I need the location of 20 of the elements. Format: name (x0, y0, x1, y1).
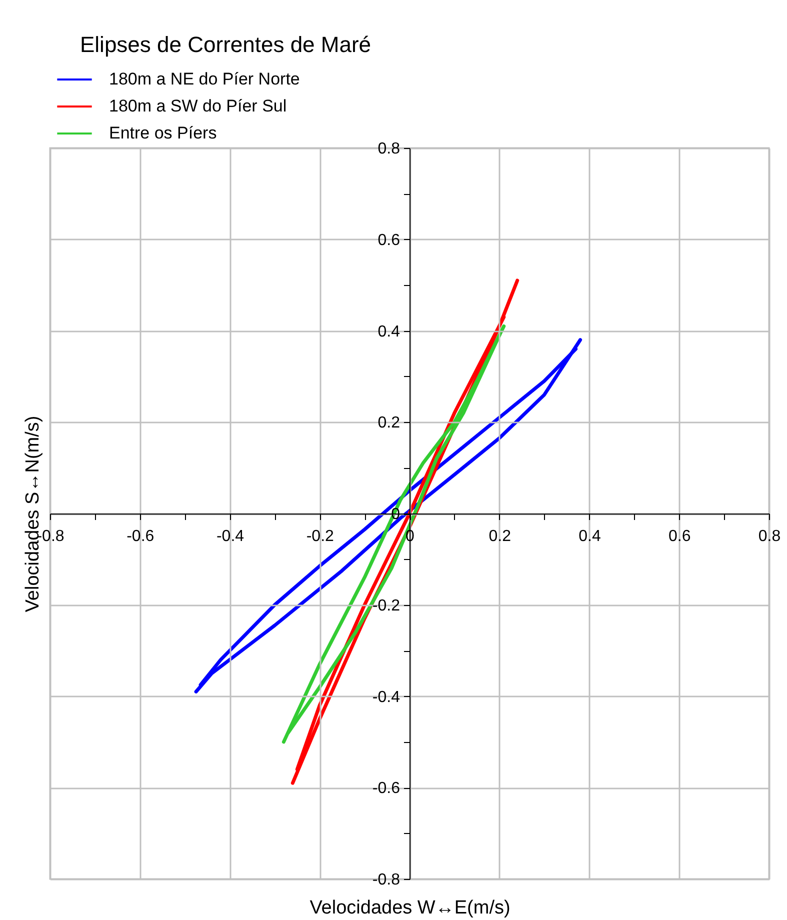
x-axis-title: Velocidades W↔E(m/s) (310, 898, 510, 918)
y-tick-label: -0.4 (372, 688, 400, 706)
x-tick-label: -0.6 (126, 528, 154, 545)
x-tick-label: 0.4 (578, 528, 601, 545)
y-tick-label: -0.2 (372, 597, 400, 614)
x-tick-label: 0.2 (488, 528, 512, 545)
legend-label: Entre os Píers (109, 124, 217, 142)
legend-label: 180m a NE do Píer Norte (109, 70, 300, 88)
x-tick-label: 0.6 (668, 528, 691, 545)
y-tick-label: 0.8 (378, 140, 400, 158)
y-tick-label: 0.4 (378, 323, 400, 340)
chart-title: Elipses de Correntes de Maré (80, 32, 372, 57)
y-tick-label: 0.2 (378, 414, 400, 432)
x-tick-label: -0.2 (306, 528, 334, 545)
y-tick-label: 0.6 (378, 232, 400, 249)
y-tick-label: -0.8 (372, 872, 400, 888)
y-tick-label: -0.6 (372, 780, 400, 798)
legend-label: 180m a SW do Píer Sul (109, 96, 287, 116)
x-tick-label: 0.8 (758, 528, 781, 545)
x-tick-label: -0.4 (216, 528, 244, 545)
